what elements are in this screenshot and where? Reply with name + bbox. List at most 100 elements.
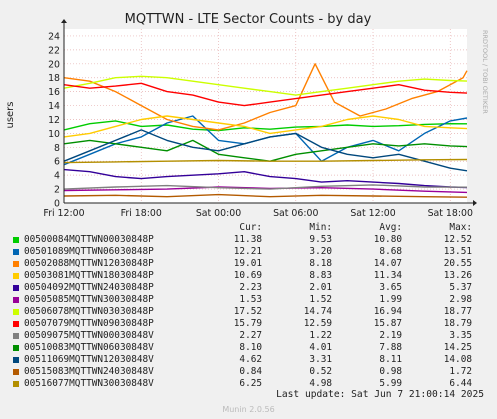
legend-min-value: 3.20 <box>309 246 332 257</box>
legend-cur-value: 15.79 <box>233 318 262 329</box>
legend-row: 00500084MQTTWN00030848P 11.38 9.53 10.80 12.… <box>13 234 485 246</box>
legend-min-value: 3.31 <box>309 354 332 365</box>
series-line-4 <box>63 168 468 189</box>
legend-max-value: 3.35 <box>449 330 472 341</box>
legend-header: Cur: Min: Avg: Max: <box>13 222 485 234</box>
legend-max-value: 14.08 <box>443 354 472 365</box>
series-line-7 <box>63 82 468 107</box>
legend-avg-value: 3.65 <box>379 282 402 293</box>
legend-series-name: 00505085MQTTWN30030848P <box>24 294 154 305</box>
legend-min-value: 8.18 <box>309 258 332 269</box>
legend-series-name: 00510083MQTTWN06030848V <box>24 342 154 353</box>
legend-avg-value: 8.11 <box>379 354 402 365</box>
y-tick-label: 20 <box>48 59 60 70</box>
y-tick-label: 16 <box>48 87 60 98</box>
legend-row: 00506078MQTTWN03030848P 17.52 14.74 16.94 18… <box>13 306 485 318</box>
plot-area <box>64 29 467 203</box>
legend-min-value: 12.59 <box>303 318 332 329</box>
legend-row: 00503081MQTTWN18030848P 10.69 8.83 11.34 13.… <box>13 270 485 282</box>
legend-max-value: 13.26 <box>443 270 472 281</box>
last-update: Last update: Sat Jun 7 21:00:14 2025 <box>276 389 484 400</box>
legend-min-value: 9.53 <box>309 234 332 245</box>
series-line-2 <box>63 63 468 131</box>
y-tick-label: 24 <box>48 31 60 42</box>
legend-row: 00510083MQTTWN06030848V 8.10 4.01 7.88 14.25 <box>13 342 485 354</box>
y-tick-label: 14 <box>48 101 60 112</box>
legend-avg-value: 15.87 <box>373 318 402 329</box>
y-axis-arrow <box>61 19 67 23</box>
legend-max-value: 20.55 <box>443 258 472 269</box>
legend-min-value: 2.01 <box>309 282 332 293</box>
legend-avg-value: 2.19 <box>379 330 402 341</box>
x-axis-arrow <box>473 200 477 206</box>
legend-cur-value: 2.27 <box>239 330 262 341</box>
legend-cur-value: 1.53 <box>239 294 262 305</box>
legend: Cur: Min: Avg: Max: 00500084MQTTWN000308… <box>13 222 485 390</box>
legend-max-value: 12.52 <box>443 234 472 245</box>
series-line-6 <box>63 75 468 96</box>
legend-row: 00509075MQTTWN00030848V 2.27 1.22 2.19 3.35 <box>13 330 485 342</box>
legend-avg-value: 11.34 <box>373 270 402 281</box>
legend-swatch <box>13 381 19 387</box>
y-tick-label: 0 <box>54 199 60 210</box>
series-line-12 <box>63 158 468 164</box>
legend-swatch <box>13 309 19 315</box>
legend-avg-value: 7.88 <box>379 342 402 353</box>
legend-max-value: 18.77 <box>443 306 472 317</box>
legend-cur-value: 19.01 <box>233 258 262 269</box>
legend-col-min: Min: <box>309 222 332 233</box>
legend-avg-value: 0.98 <box>379 366 402 377</box>
legend-row: 00504092MQTTWN24030848P 2.23 2.01 3.65 5.37 <box>13 282 485 294</box>
legend-avg-value: 14.07 <box>373 258 402 269</box>
legend-series-name: 00509075MQTTWN00030848V <box>24 330 154 341</box>
x-tick-label: Sat 06:00 <box>273 208 318 219</box>
legend-series-name: 00507079MQTTWN09030848P <box>24 318 154 329</box>
legend-avg-value: 5.99 <box>379 378 402 389</box>
legend-max-value: 5.37 <box>449 282 472 293</box>
y-tick-label: 18 <box>48 73 60 84</box>
legend-swatch <box>13 369 19 375</box>
legend-cur-value: 0.84 <box>239 366 262 377</box>
legend-max-value: 1.72 <box>449 366 472 377</box>
legend-swatch <box>13 261 19 267</box>
legend-min-value: 0.52 <box>309 366 332 377</box>
side-label: RRDTOOL / TOBI OETIKER <box>481 30 489 114</box>
series-line-10 <box>63 129 468 172</box>
series-line-0 <box>63 120 468 132</box>
series-line-8 <box>63 184 468 190</box>
x-tick-label: Fri 12:00 <box>43 208 84 219</box>
legend-cur-value: 8.10 <box>239 342 262 353</box>
x-tick-label: Fri 18:00 <box>121 208 162 219</box>
legend-series-name: 00500084MQTTWN00030848P <box>24 234 154 245</box>
legend-series-name: 00515083MQTTWN24030848V <box>24 366 154 377</box>
legend-col-cur: Cur: <box>239 222 262 233</box>
legend-swatch <box>13 357 19 363</box>
x-tick-label: Sat 18:00 <box>428 208 473 219</box>
legend-cur-value: 12.21 <box>233 246 262 257</box>
legend-row: 00515083MQTTWN24030848V 0.84 0.52 0.98 1.72 <box>13 366 485 378</box>
legend-row: 00502088MQTTWN12030848P 19.01 8.18 14.07 20.… <box>13 258 485 270</box>
legend-max-value: 13.51 <box>443 246 472 257</box>
legend-swatch <box>13 285 19 291</box>
legend-swatch <box>13 333 19 339</box>
x-tick-label: Sat 12:00 <box>350 208 395 219</box>
x-tick-label: Sat 00:00 <box>196 208 241 219</box>
legend-row: 00501089MQTTWN06030848P 12.21 3.20 8.68 13.5… <box>13 246 485 258</box>
legend-max-value: 18.79 <box>443 318 472 329</box>
legend-row: 00507079MQTTWN09030848P 15.79 12.59 15.87 18… <box>13 318 485 330</box>
legend-swatch <box>13 297 19 303</box>
legend-swatch <box>13 321 19 327</box>
legend-max-value: 6.44 <box>449 378 472 389</box>
legend-min-value: 1.22 <box>309 330 332 341</box>
legend-row: 00516077MQTTWN30030848V 6.25 4.98 5.99 6.44 <box>13 378 485 390</box>
legend-avg-value: 16.94 <box>373 306 402 317</box>
legend-series-name: 00501089MQTTWN06030848P <box>24 246 154 257</box>
legend-cur-value: 17.52 <box>233 306 262 317</box>
legend-col-avg: Avg: <box>379 222 402 233</box>
legend-cur-value: 2.23 <box>239 282 262 293</box>
y-tick-label: 22 <box>48 45 60 56</box>
series-line-11 <box>63 193 468 198</box>
legend-min-value: 4.98 <box>309 378 332 389</box>
legend-cur-value: 4.62 <box>239 354 262 365</box>
